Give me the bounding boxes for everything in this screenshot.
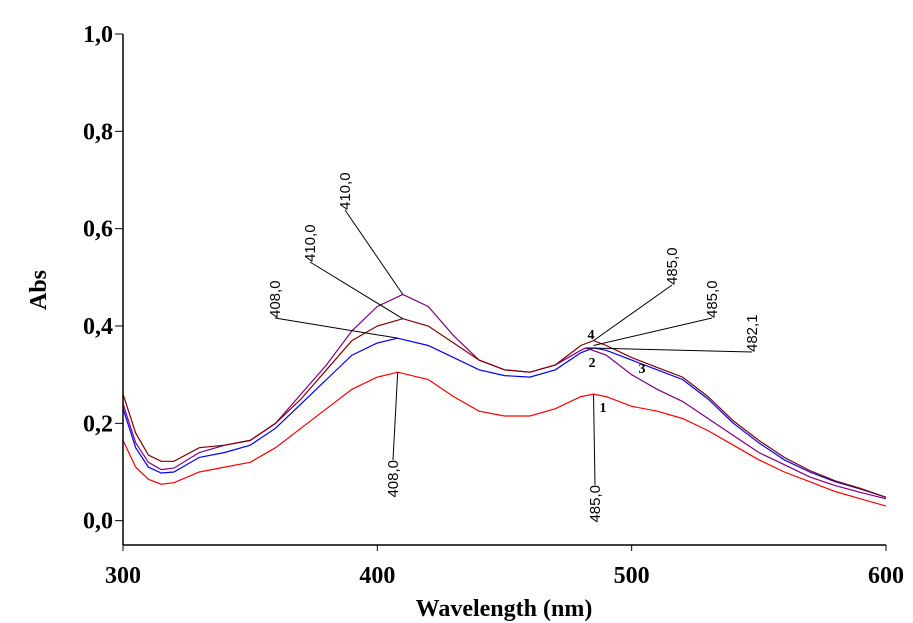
peak-annotation-label: 482,1 bbox=[744, 314, 761, 352]
series-line-2 bbox=[122, 337, 887, 498]
y-tick-label: 0,8 bbox=[83, 119, 113, 145]
y-axis-label: Abs bbox=[26, 270, 52, 310]
series-layer bbox=[122, 293, 887, 507]
peak-annotation-label: 410,0 bbox=[302, 224, 319, 262]
series-line-1 bbox=[122, 371, 887, 507]
annotation-leader-line bbox=[593, 394, 596, 486]
x-tick-label: 500 bbox=[614, 563, 650, 589]
x-tick-label: 600 bbox=[868, 563, 904, 589]
series-line-3 bbox=[122, 293, 887, 500]
x-tick-label: 400 bbox=[359, 563, 395, 589]
annotation-leader-line bbox=[309, 261, 404, 320]
annotation-leader-line bbox=[274, 317, 398, 339]
peak-annotation-label: 408,0 bbox=[267, 280, 284, 318]
curve-number-label: 4 bbox=[588, 328, 595, 343]
y-tick-label: 0,0 bbox=[83, 509, 113, 535]
annotation-leader-line bbox=[392, 372, 399, 461]
y-tick-label: 0,6 bbox=[83, 217, 113, 243]
peak-annotation-label: 485,0 bbox=[664, 247, 681, 285]
y-tick-label: 1,0 bbox=[83, 22, 113, 48]
y-tick-label: 0,2 bbox=[83, 411, 113, 437]
curve-number-label: 2 bbox=[589, 356, 596, 371]
annotation-leader-line bbox=[344, 209, 404, 295]
x-tick-label: 300 bbox=[105, 563, 141, 589]
series-line-4 bbox=[122, 318, 887, 498]
annotation-leader-line bbox=[593, 317, 713, 346]
annotation-leader-line bbox=[586, 347, 753, 353]
axes: 300 400 500 600 0,0 0,2 0,4 0,6 0,8 1,0 bbox=[83, 22, 904, 589]
y-tick-label: 0,4 bbox=[83, 314, 113, 340]
annotation-leader-line bbox=[593, 284, 673, 342]
peak-annotation-label: 485,0 bbox=[587, 485, 604, 523]
peak-annotation-label: 485,0 bbox=[704, 280, 721, 318]
x-axis-label: Wavelength (nm) bbox=[416, 596, 593, 622]
annotation-layer: 408,0 485,0 408,0 410,0 410,0 485,0 485,0 482,1… bbox=[267, 172, 761, 522]
curve-number-label: 3 bbox=[639, 362, 646, 377]
curve-number-label: 1 bbox=[600, 401, 607, 416]
peak-annotation-label: 410,0 bbox=[337, 172, 354, 210]
peak-annotation-label: 408,0 bbox=[385, 460, 402, 498]
